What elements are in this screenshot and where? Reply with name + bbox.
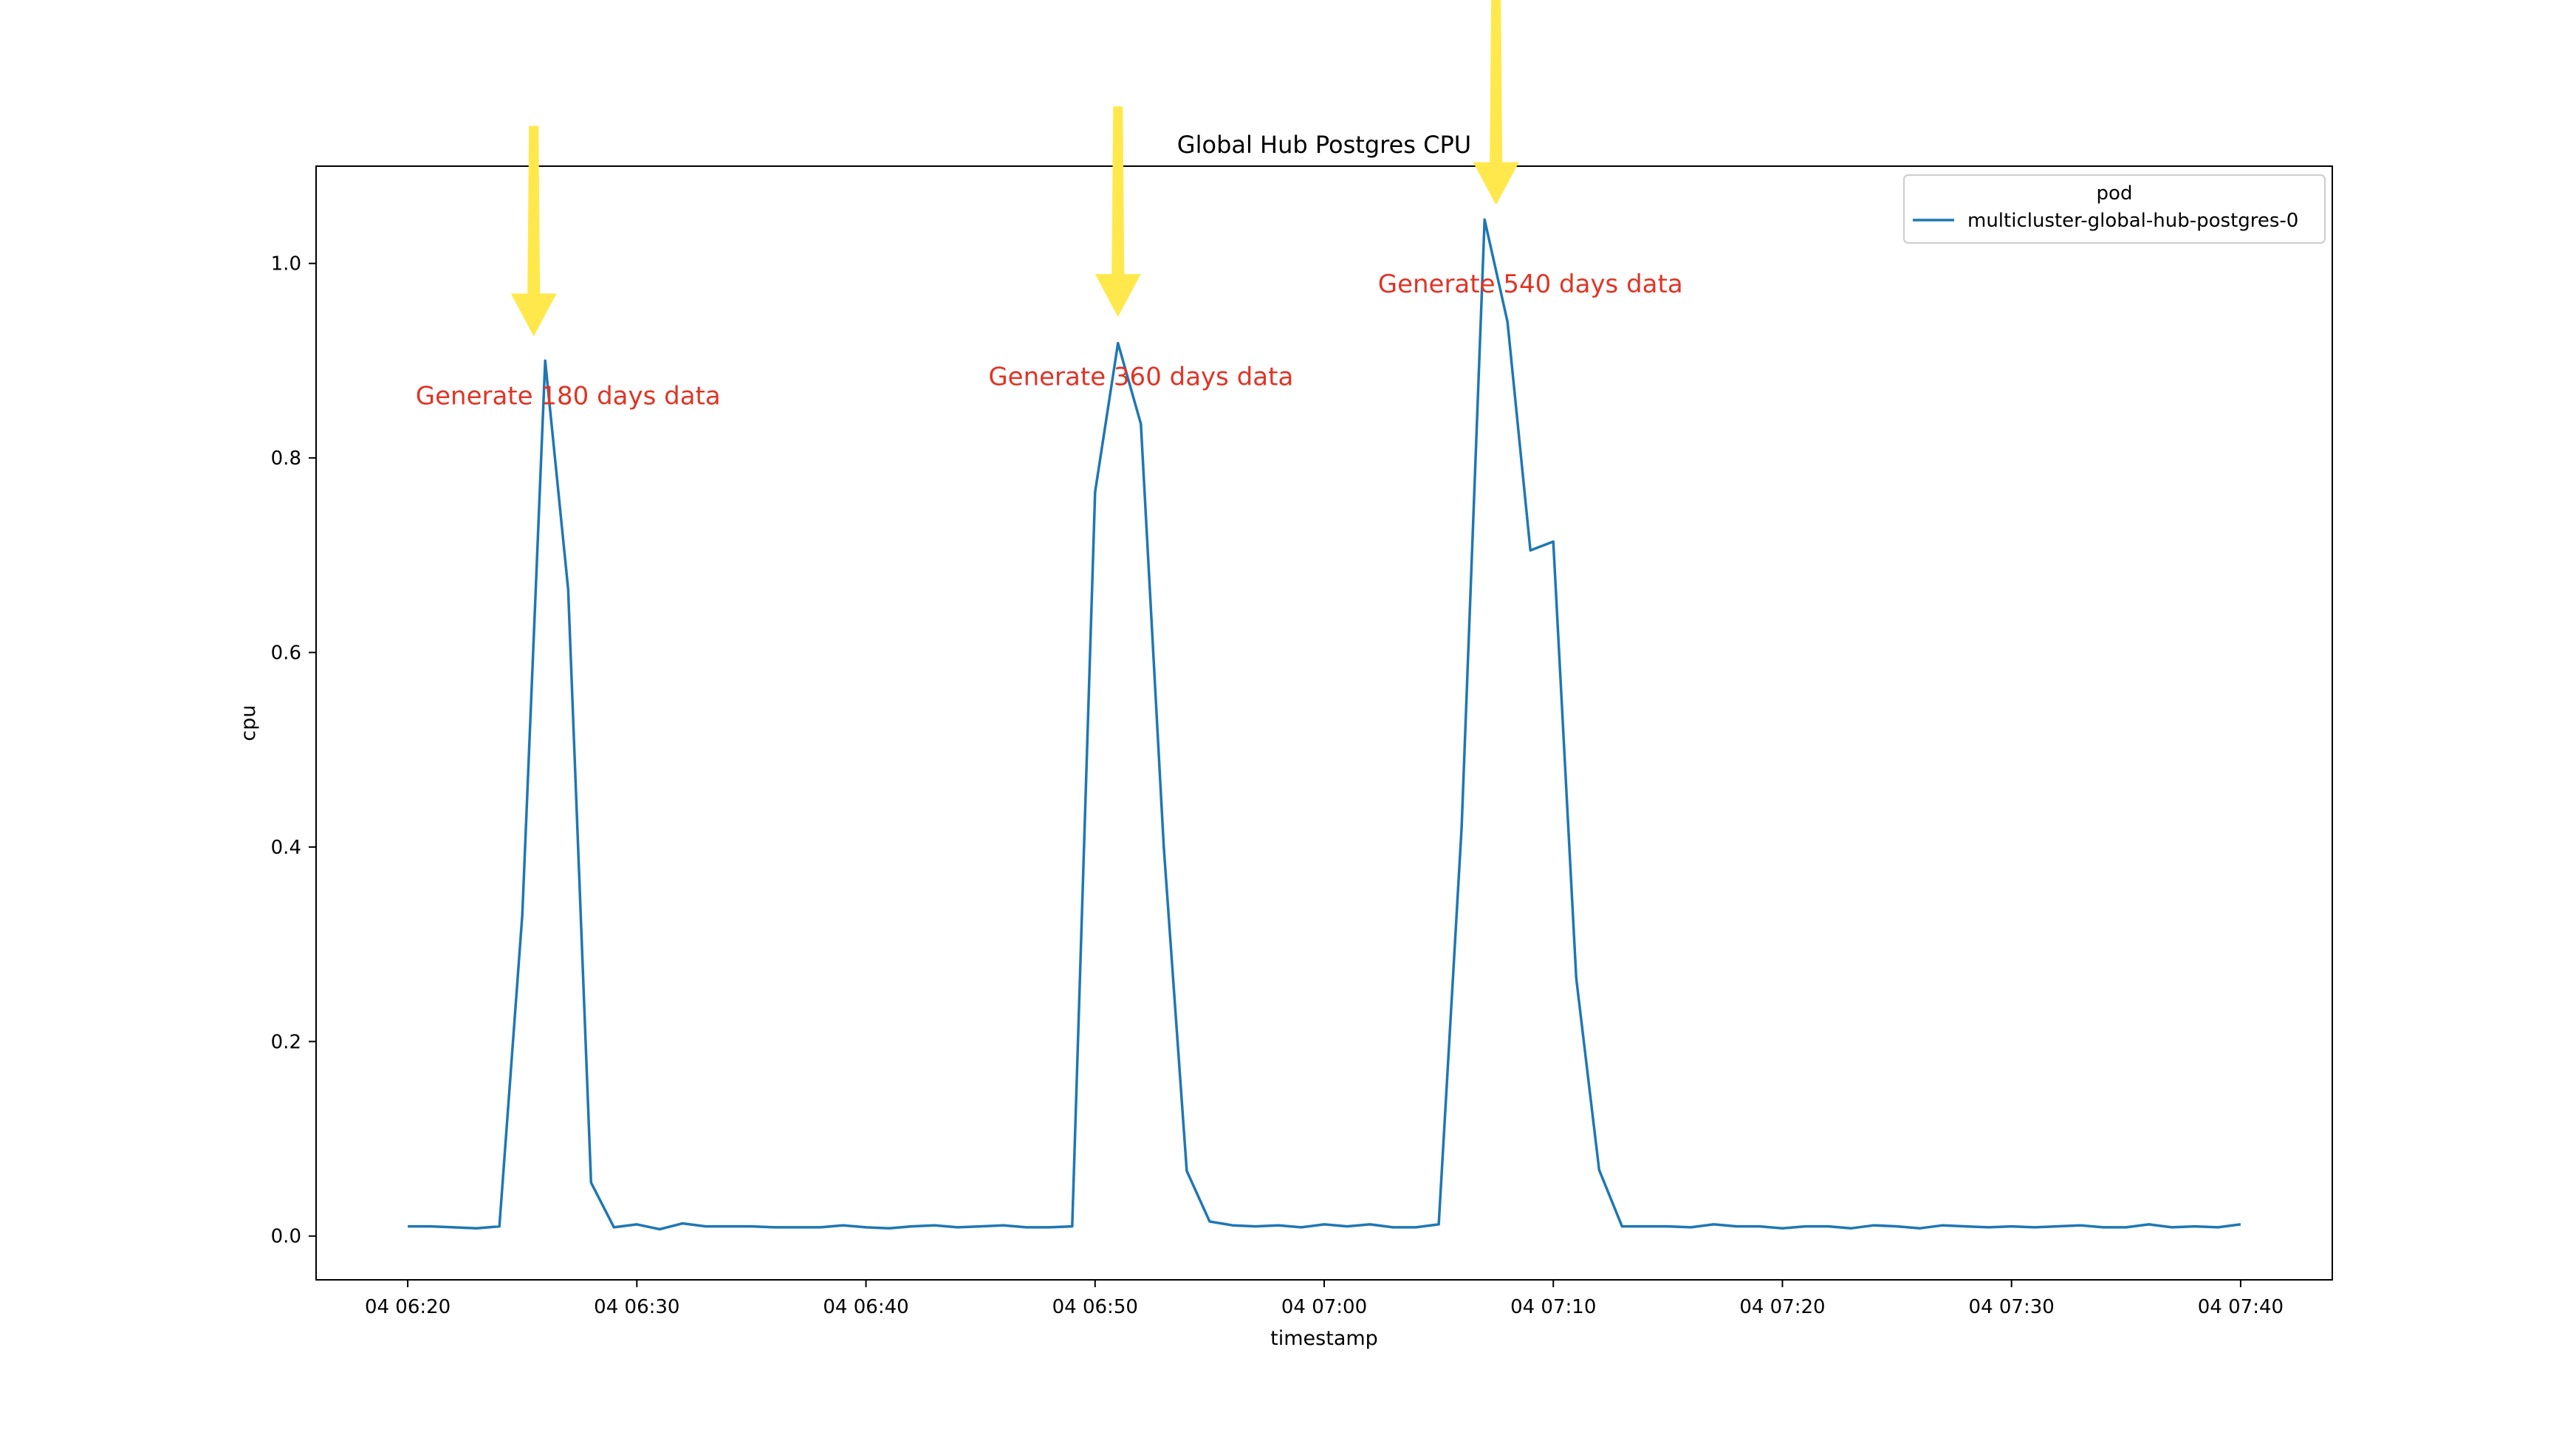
y-tick-label: 1.0 bbox=[271, 253, 301, 275]
series-line-0 bbox=[408, 218, 2241, 1231]
x-axis-label: timestamp bbox=[1270, 1327, 1378, 1350]
y-tick-label: 0.4 bbox=[271, 837, 301, 859]
legend-entries: multicluster-global-hub-postgres-0 bbox=[1913, 210, 2298, 232]
legend-box bbox=[1903, 174, 2326, 244]
x-tick-label: 04 07:20 bbox=[1739, 1296, 1825, 1318]
y-tick-label: 0.8 bbox=[271, 448, 301, 470]
annotations-group: Generate 180 days data Generate 360 days … bbox=[416, 270, 1683, 411]
x-tick-label: 04 06:30 bbox=[594, 1296, 679, 1318]
x-tick-label: 04 07:40 bbox=[2198, 1296, 2284, 1318]
chart-title: Global Hub Postgres CPU bbox=[1177, 131, 1471, 159]
x-tick-label: 04 06:40 bbox=[823, 1296, 908, 1318]
x-tick-label: 04 07:30 bbox=[1969, 1296, 2055, 1318]
series-group bbox=[408, 218, 2241, 1231]
y-tick-label: 0.0 bbox=[271, 1226, 301, 1248]
annotation-label: Generate 540 days data bbox=[1378, 270, 1683, 299]
y-axis: 0.0 0.2 0.4 0.6 0.8 1.0 bbox=[271, 253, 316, 1248]
annotation-label: Generate 360 days data bbox=[988, 362, 1293, 391]
x-tick-label: 04 06:50 bbox=[1052, 1296, 1138, 1318]
x-axis: 04 06:20 04 06:30 04 06:40 04 06:50 04 07:00… bbox=[365, 1280, 2284, 1318]
legend-title: pod bbox=[2097, 182, 2133, 205]
x-tick-label: 04 07:00 bbox=[1281, 1296, 1367, 1318]
annotation-label: Generate 180 days data bbox=[416, 382, 721, 411]
y-tick-label: 0.6 bbox=[271, 642, 301, 665]
highlight-arrow bbox=[510, 126, 557, 337]
x-tick-label: 04 06:20 bbox=[365, 1296, 451, 1318]
highlight-arrow bbox=[1473, 0, 1519, 205]
x-tick-label: 04 07:10 bbox=[1510, 1296, 1596, 1318]
y-axis-label: cpu bbox=[237, 705, 260, 741]
highlight-arrow bbox=[1095, 106, 1141, 318]
arrows-group bbox=[510, 0, 1519, 337]
plot-frame bbox=[315, 165, 2333, 1281]
legend: pod multicluster-global-hub-postgres-0 bbox=[1903, 174, 2326, 244]
legend-entry-label: multicluster-global-hub-postgres-0 bbox=[1967, 210, 2298, 232]
y-tick-label: 0.2 bbox=[271, 1031, 301, 1053]
